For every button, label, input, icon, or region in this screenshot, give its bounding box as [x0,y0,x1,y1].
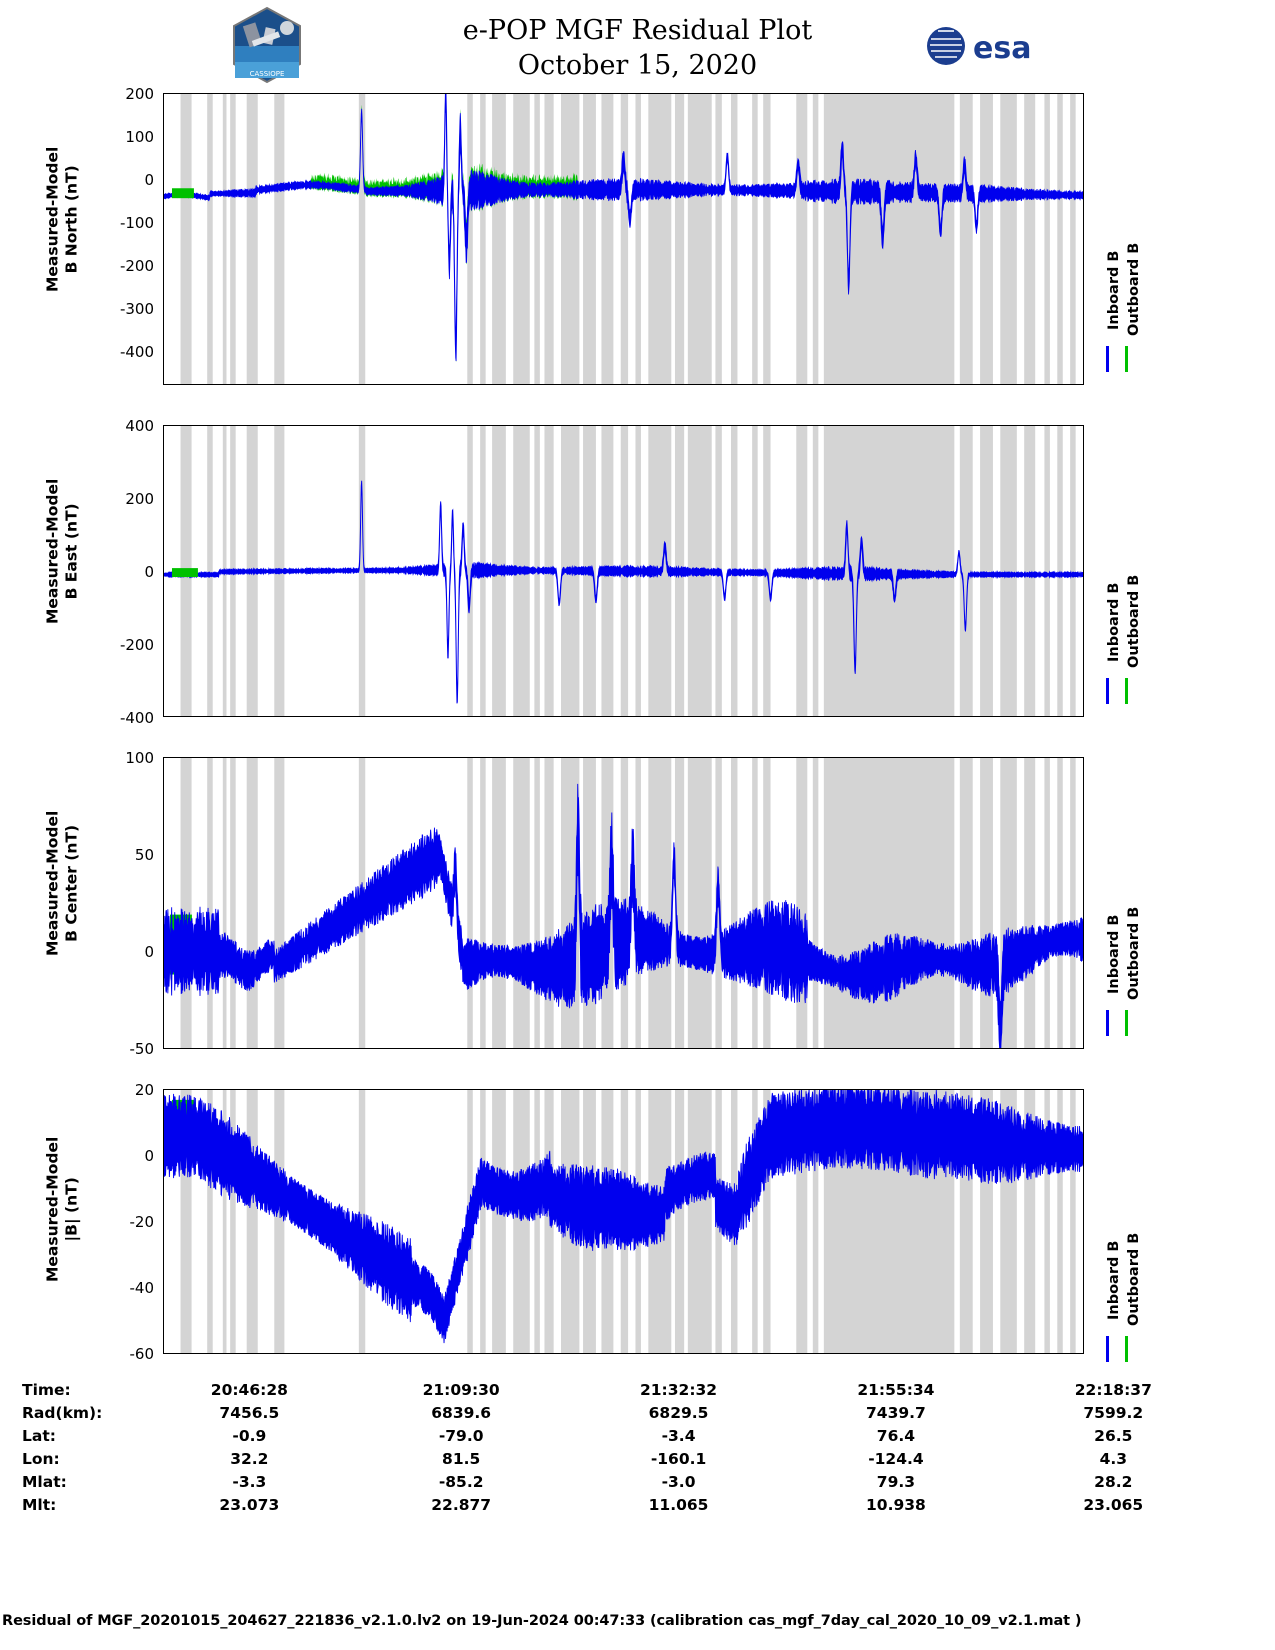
ephemeris-value: 22:18:37 [1074,1380,1152,1399]
ephemeris-row: Rad(km): 7456.5 6839.6 6829.5 7439.7 7599.2 [22,1401,1222,1424]
ephemeris-row-label: Lon: [22,1449,60,1468]
ylabel-b-east: Measured-Model B East (nT) [43,478,81,625]
panel-b-east [163,425,1084,717]
ephemeris-value: 81.5 [442,1449,481,1468]
legend-b-magnitude: Inboard B Outboard B [1092,1140,1152,1362]
ephemeris-value: 7599.2 [1083,1403,1144,1422]
trace-b-north [164,94,1083,384]
ephemeris-value: 21:32:32 [639,1380,718,1399]
ephemeris-value: 22.877 [431,1495,492,1514]
ephemeris-value: 4.3 [1099,1449,1128,1468]
esa-logo-icon: esa [925,25,1047,67]
footer-text: Residual of MGF_20201015_204627_221836_v… [2,1613,1082,1629]
ephemeris-row: Lat: -0.9 -79.0 -3.4 76.4 26.5 [22,1424,1222,1447]
ephemeris-rows: Time: 20:46:28 21:09:30 21:32:32 21:55:34 22:… [22,1378,1222,1516]
ephemeris-value: 21:55:34 [857,1380,935,1399]
svg-text:CASSIOPE: CASSIOPE [250,70,285,78]
ephemeris-value: 23.065 [1083,1495,1144,1514]
ephemeris-row: Mlt: 23.073 22.877 11.065 10.938 23.065 [22,1493,1222,1516]
ephemeris-row-label: Time: [22,1380,71,1399]
ephemeris-value: 11.065 [648,1495,709,1514]
ephemeris-value: -3.4 [661,1426,696,1445]
ephemeris-value: -85.2 [438,1472,484,1491]
ephemeris-value: 32.2 [230,1449,269,1468]
legend-b-east: Inboard B Outboard B [1092,482,1152,704]
ephemeris-value: 7456.5 [219,1403,280,1422]
ephemeris-row-label: Mlt: [22,1495,57,1514]
title-line-1: e-POP MGF Residual Plot [462,15,813,46]
ephemeris-value: -0.9 [232,1426,267,1445]
legend-b-center: Inboard B Outboard B [1092,814,1152,1036]
ephemeris-row: Mlat: -3.3 -85.2 -3.0 79.3 28.2 [22,1470,1222,1493]
legend-swatch-inboard [1106,1336,1109,1362]
ylabel-b-magnitude: Measured-Model |B| (nT) [43,1136,81,1283]
trace-b-center [164,758,1083,1048]
ephemeris-value: -124.4 [868,1449,924,1468]
svg-text:esa: esa [973,31,1031,66]
ephemeris-value: -160.1 [650,1449,707,1468]
ephemeris-row-label: Mlat: [22,1472,67,1491]
ephemeris-value: 20:46:28 [210,1380,288,1399]
page-title: e-POP MGF Residual Plot October 15, 2020 [0,14,1275,83]
ephemeris-value: 79.3 [876,1472,916,1491]
ephemeris-value: 6839.6 [431,1403,492,1422]
legend-swatch-inboard [1106,346,1109,372]
ephemeris-value: -79.0 [438,1426,484,1445]
ephemeris-value: 28.2 [1094,1472,1133,1491]
legend-swatch-outboard [1125,1336,1128,1362]
ylabel-b-center: Measured-Model B Center (nT) [43,810,81,957]
ylabel-b-north: Measured-Model B North (nT) [43,146,81,293]
ephemeris-value: 21:09:30 [422,1380,500,1399]
ephemeris-value: 76.4 [876,1426,916,1445]
legend-swatch-outboard [1125,1010,1128,1036]
ephemeris-value: -3.3 [232,1472,267,1491]
plot-area-b-east [164,426,1083,716]
ephemeris-row-label: Rad(km): [22,1403,103,1422]
epop-satellite-logo-icon: CASSIOPE [218,6,316,86]
title-line-2: October 15, 2020 [517,49,758,81]
legend-swatch-outboard [1125,346,1128,372]
trace-b-east [164,426,1083,716]
plot-area-b-magnitude [164,1090,1083,1353]
plot-area-b-center [164,758,1083,1048]
legend-b-north: Inboard B Outboard B [1092,150,1152,372]
ephemeris-row: Lon: 32.2 81.5 -160.1 -124.4 4.3 [22,1447,1222,1470]
legend-swatch-inboard [1106,1010,1109,1036]
plot-area-b-north [164,94,1083,384]
panel-b-north [163,93,1084,385]
panel-b-center [163,757,1084,1049]
ephemeris-row: Time: 20:46:28 21:09:30 21:32:32 21:55:34 22:… [22,1378,1222,1401]
trace-b-magnitude [164,1090,1083,1353]
ephemeris-value: 6829.5 [648,1403,709,1422]
legend-swatch-inboard [1106,678,1109,704]
ephemeris-value: 26.5 [1094,1426,1133,1445]
ephemeris-table: Time: 20:46:28 21:09:30 21:32:32 21:55:34 22:… [0,1378,1275,1516]
ephemeris-value: 10.938 [866,1495,926,1514]
legend-swatch-outboard [1125,678,1128,704]
ephemeris-row-label: Lat: [22,1426,56,1445]
panel-b-magnitude [163,1089,1084,1354]
ephemeris-value: -3.0 [661,1472,696,1491]
ephemeris-value: 7439.7 [866,1403,926,1422]
ephemeris-value: 23.073 [219,1495,280,1514]
